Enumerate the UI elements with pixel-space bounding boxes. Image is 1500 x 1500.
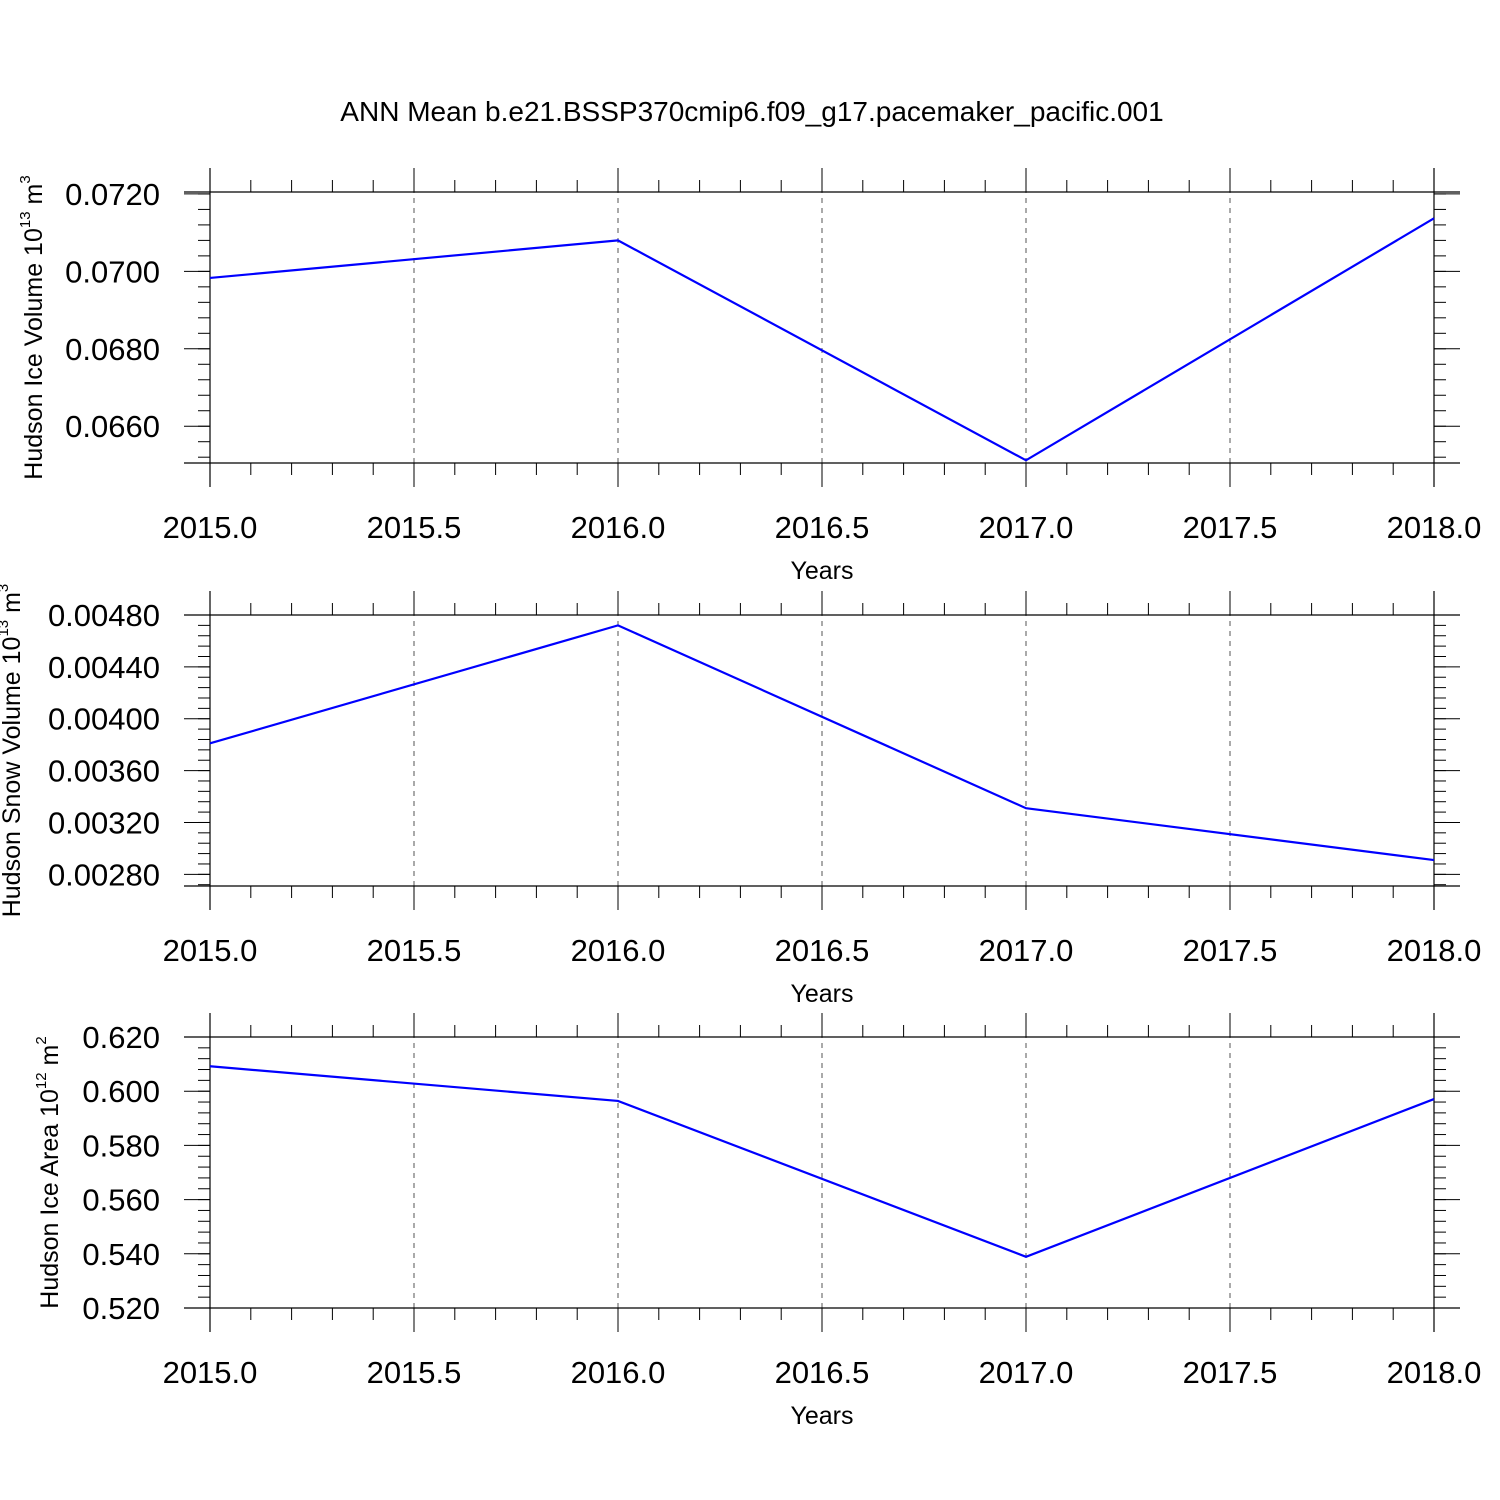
grid-lines: [413, 591, 1231, 910]
x-tick-label: 2015.0: [163, 933, 258, 968]
y-tick-label: 0.0720: [65, 177, 160, 212]
y-ticks: [184, 1036, 1460, 1309]
x-ticks: [209, 591, 1435, 910]
y-tick-label: 0.560: [82, 1183, 160, 1218]
series-line: [209, 624, 1435, 862]
x-tick-label: 2015.0: [163, 1355, 258, 1390]
x-tick-label: 2017.5: [1183, 510, 1278, 545]
x-tick-label: 2015.5: [367, 510, 462, 545]
x-tick-label: 2015.5: [367, 1355, 462, 1390]
y-tick-label: 0.520: [82, 1291, 160, 1326]
x-ticks: [209, 168, 1435, 487]
y-axis-title-text: Hudson Ice Volume 10: [20, 228, 48, 480]
x-axis-title: Years: [790, 1402, 853, 1430]
x-tick-label: 2017.5: [1183, 1355, 1278, 1390]
y-axis-title-exponent: 12: [33, 1072, 50, 1089]
x-tick-label: 2016.5: [775, 1355, 870, 1390]
grid-lines: [413, 168, 1231, 487]
y-tick-label: 0.0660: [65, 409, 160, 444]
x-tick-label: 2016.0: [571, 933, 666, 968]
x-tick-label: 2017.0: [979, 510, 1074, 545]
y-axis-title-unit: m: [0, 592, 26, 620]
series-line: [209, 217, 1435, 462]
panel-ice-area: 0.520 0.540 0.560 0.580 0.600 0.620 2015.0 2015…: [33, 1013, 1481, 1430]
figure-title: ANN Mean b.e21.BSSP370cmip6.f09_g17.pace…: [340, 96, 1163, 127]
y-axis-title: Hudson Ice Area 1012 m2: [33, 1036, 64, 1308]
grid-lines: [413, 1013, 1231, 1332]
y-axis-title-exponent: 13: [0, 620, 12, 637]
y-tick-label: 0.00280: [48, 857, 160, 892]
x-ticks: [209, 1013, 1435, 1332]
y-axis-title-unit-exponent: 2: [33, 1036, 50, 1044]
x-tick-label: 2015.5: [367, 933, 462, 968]
x-tick-label: 2018.0: [1387, 933, 1482, 968]
y-tick-label: 0.00480: [48, 598, 160, 633]
x-tick-label: 2015.0: [163, 510, 258, 545]
y-tick-label: 0.600: [82, 1074, 160, 1109]
y-ticks: [184, 193, 1460, 458]
y-tick-label: 0.00440: [48, 650, 160, 685]
x-axis-title: Years: [790, 980, 853, 1008]
y-axis-title-unit: m: [20, 184, 48, 212]
y-axis-title-exponent: 13: [17, 211, 34, 228]
x-axis-title: Years: [790, 557, 853, 585]
y-tick-label: 0.00400: [48, 702, 160, 737]
x-tick-label: 2016.0: [571, 1355, 666, 1390]
x-tick-label: 2017.0: [979, 1355, 1074, 1390]
y-axis-title: Hudson Ice Volume 1013 m3: [17, 175, 48, 479]
x-tick-label: 2017.0: [979, 933, 1074, 968]
y-axis-title-unit: m: [36, 1045, 64, 1073]
x-tick-label: 2017.5: [1183, 933, 1278, 968]
y-axis-title-text: Hudson Ice Area 10: [36, 1089, 64, 1309]
y-tick-label: 0.0700: [65, 254, 160, 289]
y-tick-label: 0.580: [82, 1128, 160, 1163]
y-tick-label: 0.0680: [65, 332, 160, 367]
y-tick-label: 0.620: [82, 1020, 160, 1055]
panel-ice-volume: 0.0660 0.0680 0.0700 0.0720 2015.0 2015.5 2016…: [17, 168, 1481, 585]
x-tick-label: 2018.0: [1387, 510, 1482, 545]
series-line: [209, 1065, 1435, 1258]
y-axis-title-unit-exponent: 3: [17, 175, 34, 183]
y-axis-title-unit-exponent: 3: [0, 584, 12, 592]
x-tick-label: 2016.5: [775, 510, 870, 545]
y-tick-label: 0.00320: [48, 805, 160, 840]
x-tick-label: 2018.0: [1387, 1355, 1482, 1390]
y-axis-title-text: Hudson Snow Volume 10: [0, 637, 26, 918]
y-axis-title: Hudson Snow Volume 1013 m3: [0, 584, 26, 918]
y-ticks: [184, 614, 1460, 886]
panel-snow-volume: 0.00280 0.00320 0.00360 0.00400 0.00440 0.004…: [0, 584, 1481, 1008]
x-tick-label: 2016.5: [775, 933, 870, 968]
y-tick-label: 0.00360: [48, 754, 160, 789]
x-tick-label: 2016.0: [571, 510, 666, 545]
y-tick-label: 0.540: [82, 1237, 160, 1272]
